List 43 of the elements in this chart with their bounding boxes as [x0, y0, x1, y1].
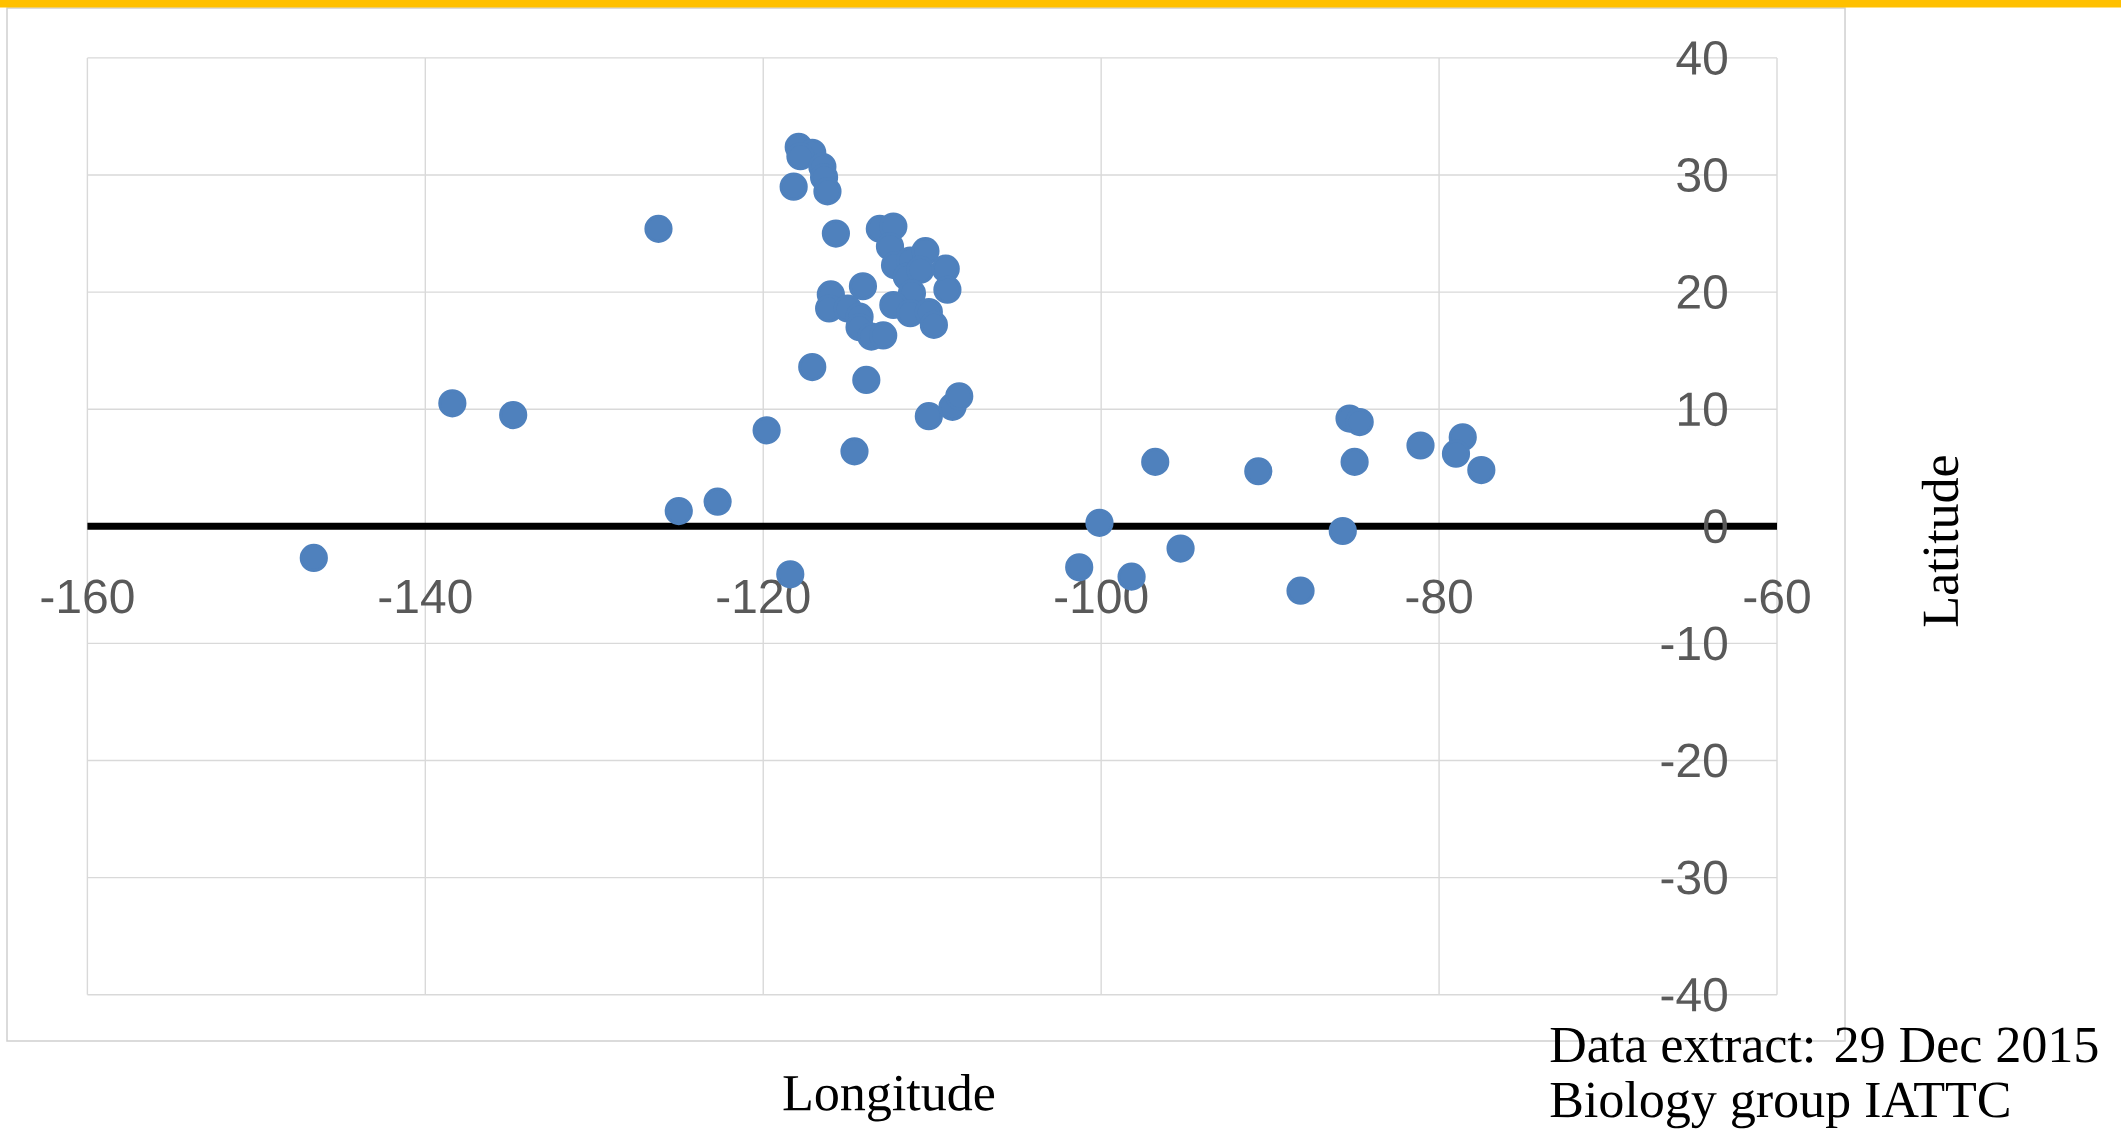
point [299, 543, 328, 573]
y-tick-label: -30 [1661, 860, 1727, 895]
point [798, 352, 827, 382]
point [1286, 576, 1315, 605]
point [840, 437, 869, 466]
point [1441, 439, 1471, 468]
point [1328, 516, 1357, 546]
point [1340, 447, 1369, 476]
x-tick-label: -60 [1744, 579, 1810, 614]
point [933, 275, 962, 304]
text: Data extract: 29 Dec 2015 [1550, 1027, 2098, 1063]
point [821, 219, 850, 248]
point [1085, 508, 1114, 537]
point [848, 272, 878, 301]
point [644, 214, 673, 243]
text: Biology group IATTC [1550, 1080, 2009, 1129]
point [438, 389, 467, 418]
point [1141, 447, 1170, 476]
y-tick-label: 20 [1677, 275, 1727, 310]
point [499, 400, 528, 430]
point [919, 310, 948, 339]
x-axis-title: Longitude [783, 1074, 995, 1122]
y-tick-label: 40 [1676, 40, 1727, 75]
y-axis-title: Latitude [1921, 456, 1959, 627]
point [703, 487, 732, 516]
x-tick-label: -160 [41, 579, 134, 614]
x-tick-label: -80 [1406, 579, 1472, 614]
x-tick-label: -140 [379, 579, 472, 614]
point [1467, 455, 1496, 485]
point [1406, 431, 1435, 460]
y-tick-label: -20 [1661, 743, 1727, 778]
y-tick-label: 30 [1677, 158, 1727, 192]
point [1166, 534, 1195, 563]
y-tick-label: -10 [1661, 626, 1727, 661]
point [1244, 457, 1273, 486]
point [852, 365, 881, 395]
point [779, 172, 808, 201]
point [664, 496, 693, 526]
y-tick-label: -40 [1661, 977, 1727, 1012]
point [945, 382, 974, 411]
point [914, 402, 943, 431]
y-tick-label: 10 [1679, 392, 1727, 427]
point [752, 416, 781, 445]
